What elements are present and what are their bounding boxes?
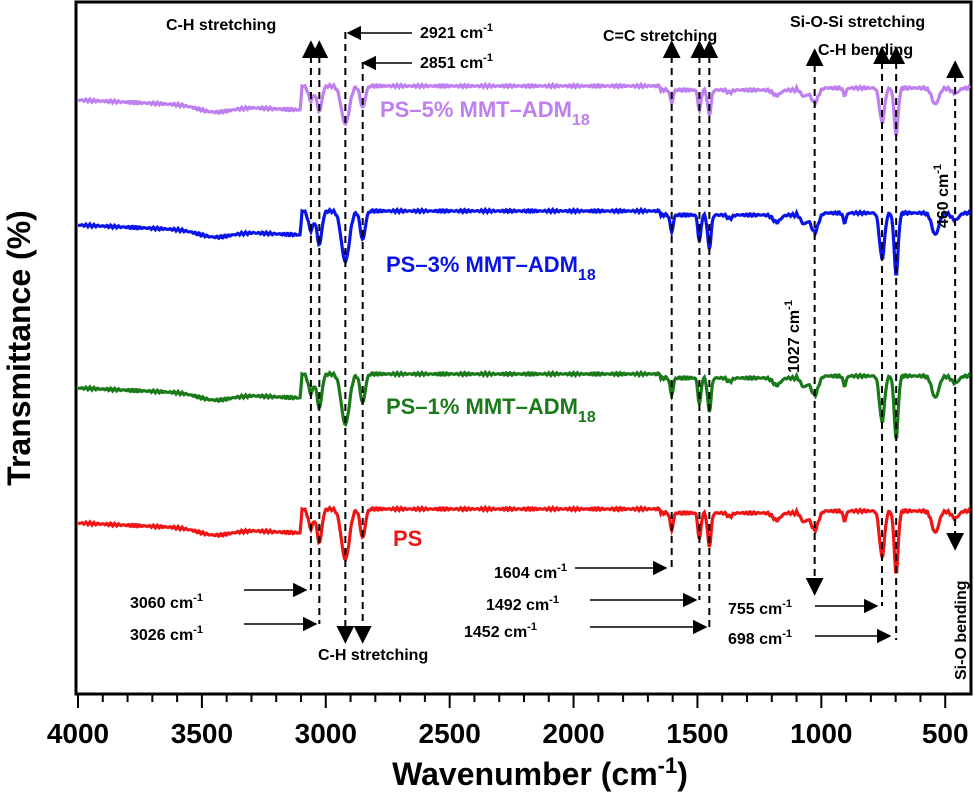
series-line [77,504,971,574]
x-axis-title: Wavenumber (cm-1) [392,753,688,792]
series-label-ps: PS [393,526,422,551]
x-tick-label: 2500 [419,718,481,749]
x-tick-label: 2000 [542,718,604,749]
peak-2921-label: 2921 cm-1 [420,22,493,42]
series-label-3: PS–3% MMT–ADM18 [386,252,596,284]
peak-755-label: 755 cm-1 [728,598,792,618]
series-line [77,81,971,136]
peak-460-label: 460 cm-1 [932,164,952,228]
peak-guides [301,32,965,644]
peak-1604-label: 1604 cm-1 [494,562,567,582]
cc-stretching-label: C=C stretching [603,28,717,45]
peak-1492-label: 1492 cm-1 [486,594,559,614]
x-tick-label: 4000 [47,718,109,749]
peak-698-label: 698 cm-1 [728,628,792,648]
x-tick-label: 1500 [666,718,728,749]
x-axis-ticks: 4000 3500 3000 2500 2000 1500 1000 500 [47,694,969,749]
y-axis-title: Transmittance (%) [1,210,37,486]
x-tick-label: 1000 [790,718,852,749]
peak-3060-label: 3060 cm-1 [130,592,203,612]
ch-bending-label: C-H bending [818,42,913,59]
annotation-arrows [244,25,892,644]
series-label-1: PS–1% MMT–ADM18 [386,394,596,426]
series-label-5: PS–5% MMT–ADM18 [380,97,590,129]
peak-1452-label: 1452 cm-1 [464,621,537,641]
siosi-stretching-label: Si-O-Si stretching [790,14,925,31]
peak-2851-label: 2851 cm-1 [420,52,493,72]
x-tick-label: 500 [922,718,969,749]
series-layer [77,81,971,574]
sio-bending-label: Si-O bending [953,580,970,680]
peak-3026-label: 3026 cm-1 [130,624,203,644]
series-line [77,206,971,276]
peak-1027-label: 1027 cm-1 [783,300,803,373]
x-tick-label: 3500 [171,718,233,749]
ch-stretching-top-label: C-H stretching [166,17,276,34]
series-line [77,369,971,439]
x-tick-label: 3000 [295,718,357,749]
ch-stretching-bottom-label: C-H stretching [318,647,428,664]
